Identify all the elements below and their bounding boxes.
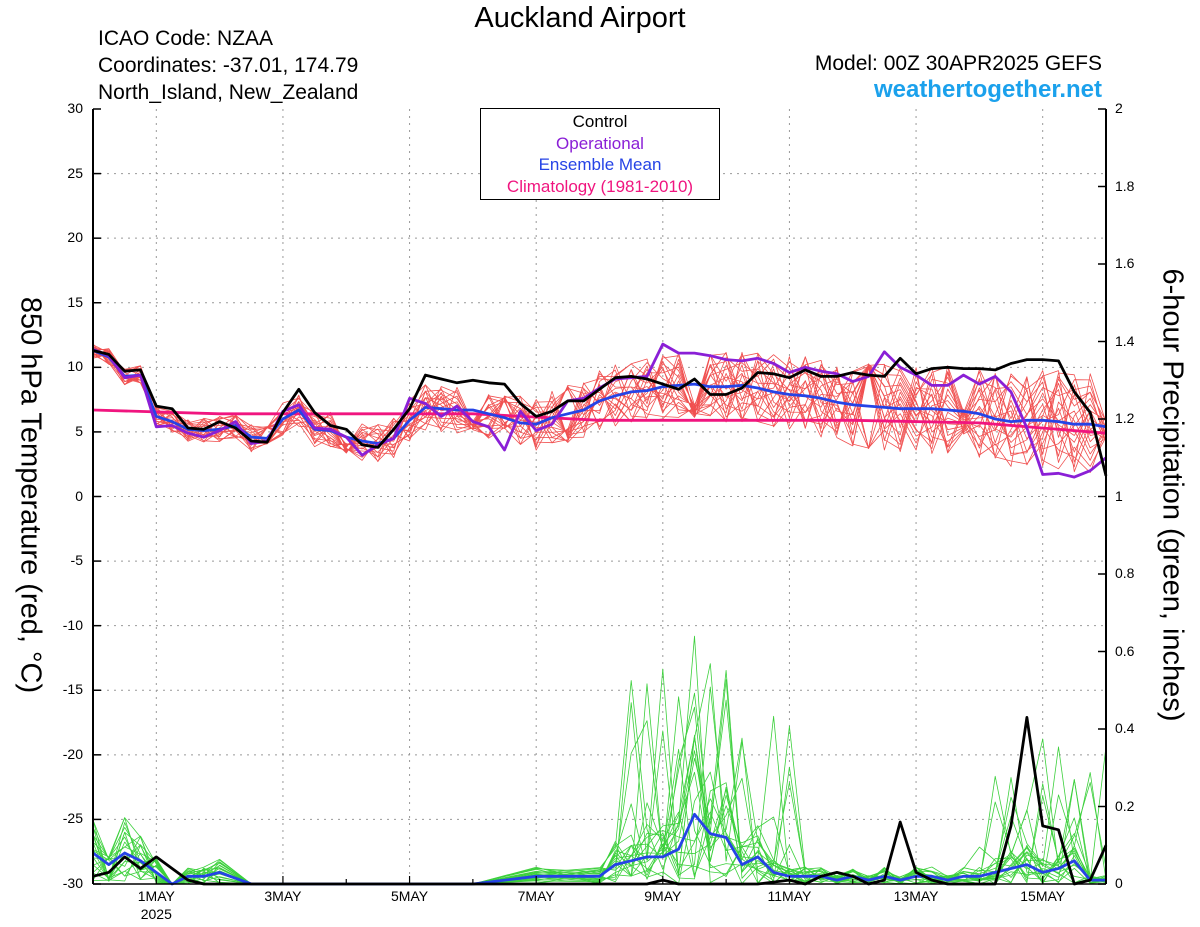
precipitation-member-line (92, 730, 1107, 885)
y-tick-label-right: 1.6 (1115, 255, 1135, 271)
y-tick-label-left: 0 (75, 487, 83, 504)
temperature-member-line (92, 352, 1107, 454)
coordinates: Coordinates: -37.01, 174.79 (98, 54, 359, 77)
precipitation-member-line (92, 680, 1107, 885)
y-tick-label-left: -10 (62, 616, 83, 633)
website-link[interactable]: weathertogether.net (873, 76, 1102, 103)
y-tick-label-right: 1 (1115, 487, 1123, 504)
y-tick-label-left: 10 (67, 358, 83, 375)
precipitation-member-line (92, 670, 1107, 885)
y-tick-label-right: 0 (1115, 875, 1123, 891)
y-tick-label-left: -15 (62, 681, 83, 698)
y-tick-label-left: -5 (70, 552, 83, 569)
chart-legend: Control Operational Ensemble Mean Climat… (480, 108, 720, 200)
y-tick-label-left: 5 (75, 422, 83, 439)
temperature-member-line (92, 348, 1107, 468)
precipitation-member-line (92, 679, 1107, 885)
x-tick-label: 5MAY (391, 888, 429, 904)
temperature-ensemble-mean-line (92, 349, 1107, 445)
y-tick-label-right: 2 (1115, 100, 1123, 116)
legend-control: Control (572, 112, 628, 131)
temperature-member-line (92, 351, 1107, 473)
y-axis-label-right: 6-hour Precipitation (green, inches) (1156, 268, 1189, 722)
legend-climatology: Climatology (1981-2010) (506, 176, 694, 196)
x-tick-label: 11MAY (767, 888, 812, 904)
precipitation-member-line (92, 782, 1107, 885)
precipitation-ensemble-mean-line (92, 812, 1106, 886)
precipitation-member-line (92, 725, 1107, 885)
y-tick-label-right: 0.2 (1115, 797, 1135, 814)
y-tick-label-right: 1.4 (1115, 332, 1135, 349)
icao-code: ICAO Code: NZAA (98, 27, 274, 50)
y-tick-label-right: 0.6 (1115, 642, 1135, 659)
y-tick-label-right: 0.4 (1115, 720, 1135, 736)
y-tick-label-left: 25 (67, 164, 83, 181)
model-run: Model: 00Z 30APR2025 GEFS (814, 52, 1102, 75)
x-tick-label: 13MAY (893, 888, 939, 904)
x-tick-label: 1MAY (137, 888, 175, 904)
x-tick-sublabel: 2025 (140, 906, 172, 922)
x-tick-label: 9MAY (644, 888, 682, 904)
precipitation-member-line (92, 706, 1107, 885)
y-tick-label-left: 20 (67, 229, 83, 246)
precipitation-member-line (92, 635, 1107, 885)
y-axis-label-left: 850 hPa Temperature (red, °C) (14, 296, 47, 694)
precipitation-member-line (92, 683, 1107, 885)
temperature-member-line (92, 345, 1107, 465)
y-tick-label-left: -25 (62, 810, 83, 827)
precipitation-control-line (92, 716, 1108, 886)
y-tick-label-left: -20 (62, 745, 83, 762)
y-tick-label-left: 15 (67, 293, 83, 310)
x-tick-label: 3MAY (264, 888, 302, 904)
legend-operational: Operational (556, 133, 644, 153)
precipitation-member-line (92, 696, 1107, 885)
chart-title: Auckland Airport (474, 2, 686, 34)
y-tick-label-right: 0.8 (1115, 565, 1135, 581)
x-tick-label: 7MAY (517, 888, 555, 904)
precipitation-member-line (92, 782, 1107, 885)
x-tick-label: 15MAY (1020, 888, 1066, 904)
precipitation-member-line (92, 738, 1107, 885)
precipitation-member-line (92, 668, 1107, 885)
precipitation-member-line (92, 663, 1107, 885)
y-tick-label-left: 30 (67, 100, 83, 116)
region-name: North_Island, New_Zealand (98, 81, 359, 104)
precipitation-member-line (92, 748, 1107, 885)
temperature-member-line (92, 344, 1107, 462)
temperature-control-line (92, 349, 1108, 477)
climatology-line (92, 408, 1107, 435)
precipitation-member-line (92, 686, 1107, 885)
legend-ensemble-mean: Ensemble Mean (538, 155, 662, 174)
y-tick-label-right: 1.2 (1115, 410, 1135, 426)
y-tick-label-left: -30 (62, 875, 83, 891)
y-tick-label-right: 1.8 (1115, 177, 1135, 194)
precipitation-member-line (92, 750, 1107, 885)
precipitation-member-line (92, 702, 1107, 885)
